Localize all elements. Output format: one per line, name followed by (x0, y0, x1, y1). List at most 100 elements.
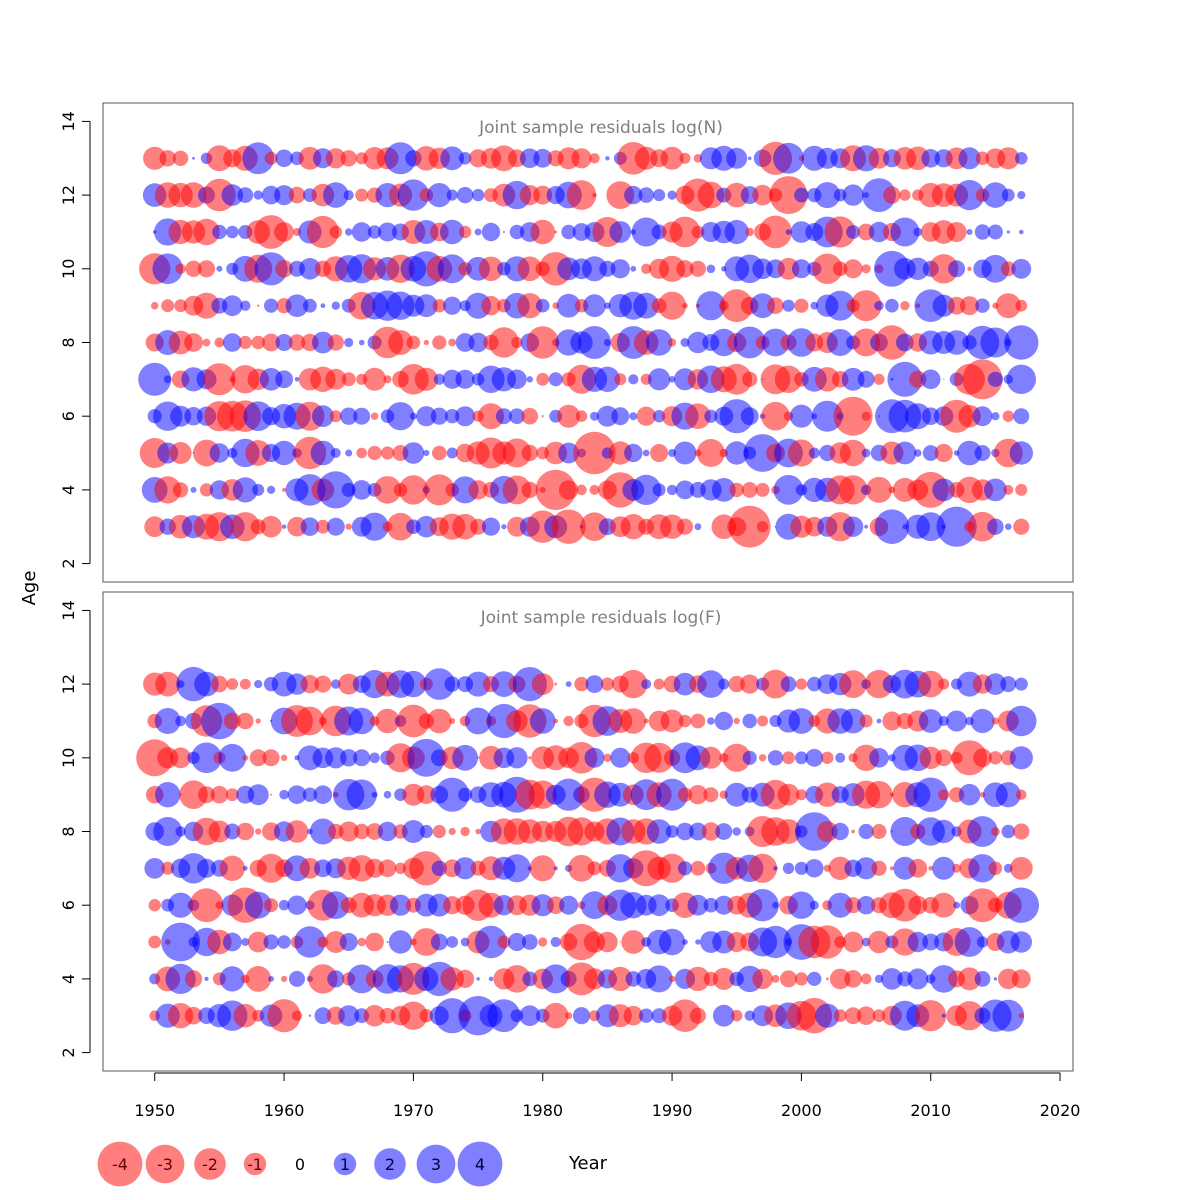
residual-bubble (502, 854, 531, 883)
residual-bubble (860, 973, 872, 985)
residual-bubble (383, 790, 392, 799)
residual-bubble (844, 1007, 862, 1025)
residual-bubble (148, 899, 161, 912)
residual-bubble (690, 713, 706, 729)
residual-bubble (794, 972, 809, 986)
residual-bubble (780, 676, 797, 692)
residual-bubble (678, 714, 692, 728)
residual-bubble (750, 293, 775, 319)
residual-bubble (991, 717, 1000, 725)
y-tick-label: 6 (59, 411, 78, 421)
residual-bubble (991, 412, 1000, 421)
residual-bubble (310, 440, 336, 466)
residual-bubble (198, 786, 215, 804)
y-tick-label: 10 (59, 748, 78, 768)
residual-bubble (844, 970, 862, 988)
residual-bubble (437, 254, 467, 284)
residual-bubble (456, 186, 474, 204)
residual-bubble (976, 936, 989, 948)
legend-label: 0 (295, 1155, 305, 1174)
residual-bubble (1004, 325, 1039, 360)
residual-bubble (384, 142, 417, 175)
residual-bubble (714, 895, 734, 915)
residual-bubble (928, 865, 934, 871)
x-tick-label: 1970 (393, 1101, 434, 1120)
residual-bubble (209, 443, 230, 463)
residual-bubble (838, 475, 868, 505)
residual-bubble (868, 221, 890, 243)
residual-bubble (465, 671, 491, 697)
residual-bubble (773, 866, 778, 871)
residual-bubble (703, 897, 719, 913)
residual-bubble (608, 441, 632, 465)
residual-bubble (300, 674, 320, 694)
residual-bubble (281, 975, 288, 983)
residual-bubble (740, 407, 759, 426)
legend-bubble (97, 1141, 143, 1187)
residual-bubble (432, 335, 447, 350)
residual-bubble (449, 718, 456, 724)
residual-bubble (440, 219, 465, 245)
residual-bubble (740, 674, 760, 694)
residual-bubble (1001, 824, 1016, 839)
residual-bubble (787, 439, 815, 467)
residual-bubble (565, 681, 572, 687)
residual-bubble (565, 1012, 573, 1020)
residual-bubble (724, 782, 749, 807)
residual-bubble (761, 669, 790, 699)
residual-bubble (528, 756, 532, 760)
residual-bubble (237, 712, 254, 730)
residual-bubble (262, 333, 280, 352)
residual-bubble (656, 778, 689, 811)
residual-bubble (948, 260, 966, 278)
residual-bubble (338, 821, 359, 842)
residual-bubble (974, 224, 991, 240)
residual-bubble (841, 367, 865, 391)
residual-bubble (850, 290, 882, 322)
residual-bubble (150, 301, 159, 310)
residual-bubble (774, 365, 803, 393)
residual-bubble (761, 328, 790, 357)
residual-bubble (222, 932, 242, 952)
residual-bubble (696, 439, 725, 467)
residual-bubble (641, 263, 652, 274)
residual-bubble (596, 405, 618, 427)
residual-bubble (720, 289, 754, 323)
residual-bubble (517, 256, 543, 282)
residual-bubble (219, 966, 245, 992)
panel-title: Joint sample residuals log(F) (480, 608, 722, 628)
residual-bubble (452, 744, 478, 771)
residual-bubble (491, 671, 517, 697)
residual-bubble (611, 407, 630, 426)
residual-bubble (143, 146, 167, 170)
residual-bubble (962, 359, 1003, 400)
residual-bubble (885, 298, 899, 313)
residual-bubble (308, 1014, 312, 1017)
residual-bubble (556, 293, 581, 318)
residual-bubble (573, 431, 616, 475)
residual-bubble (676, 518, 694, 535)
residual-bubble (957, 440, 982, 466)
residual-bubble (331, 679, 341, 689)
residual-bubble (244, 891, 272, 919)
residual-bubble (535, 298, 550, 313)
residual-bubble (682, 939, 688, 945)
residual-bubble (929, 965, 958, 993)
residual-bubble (291, 1010, 303, 1021)
residual-bubble (744, 1010, 755, 1021)
residual-bubble (987, 371, 1004, 387)
x-tick-label: 1980 (522, 1101, 563, 1120)
residual-bubble (650, 444, 669, 462)
residual-bubble (343, 190, 354, 201)
residual-bubble (389, 894, 412, 916)
residual-bubble (697, 670, 725, 698)
residual-bubble (984, 673, 1007, 695)
residual-bubble (167, 1003, 194, 1029)
residual-bubble (807, 971, 822, 987)
residual-bubble (340, 749, 358, 767)
residual-bubble (478, 403, 504, 430)
residual-bubble (303, 298, 317, 313)
residual-bubble (913, 777, 948, 812)
residual-bubble (240, 300, 251, 311)
y-axis: 2 4 6 8 10 12 14 (59, 111, 91, 569)
